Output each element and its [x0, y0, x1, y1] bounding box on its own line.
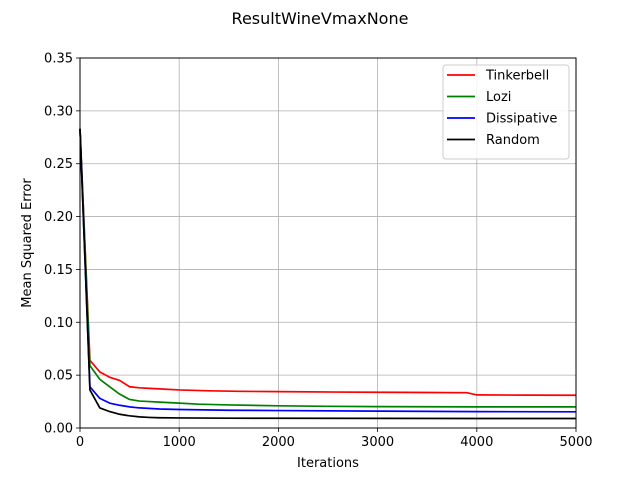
- x-tick-label: 1000: [163, 435, 196, 450]
- y-axis-label: Mean Squared Error: [20, 178, 35, 308]
- x-tick-label: 0: [76, 435, 84, 450]
- legend-label: Tinkerbell: [485, 69, 549, 84]
- y-tick-label: 0.25: [44, 157, 73, 172]
- series-line-random: [79, 128, 576, 420]
- legend-label: Dissipative: [486, 112, 557, 127]
- x-axis: 0 1000 2000 3000 4000 5000: [76, 428, 593, 450]
- y-tick-label: 0.35: [44, 52, 73, 67]
- y-tick-label: 0.00: [44, 422, 73, 437]
- x-tick-label: 5000: [559, 435, 592, 450]
- y-axis: 0.00 0.05 0.10 0.15 0.20 0.25 0.30 0.35: [44, 52, 80, 437]
- legend-label: Random: [486, 133, 540, 148]
- x-tick-label: 3000: [361, 435, 394, 450]
- series-lines: [79, 128, 577, 420]
- y-tick-label: 0.30: [44, 104, 73, 119]
- y-tick-label: 0.15: [44, 263, 73, 278]
- y-tick-label: 0.10: [44, 316, 73, 331]
- plot-frame: [79, 57, 577, 429]
- legend-label: Lozi: [486, 90, 511, 105]
- y-tick-label: 0.05: [44, 369, 73, 384]
- x-tick-label: 2000: [262, 435, 295, 450]
- chart-title: ResultWineVmaxNone: [232, 9, 409, 28]
- x-tick-label: 4000: [460, 435, 493, 450]
- series-line-dissipative: [79, 128, 577, 413]
- legend: Tinkerbell Lozi Dissipative Random: [442, 64, 570, 160]
- legend-box: [442, 64, 570, 160]
- y-tick-label: 0.20: [44, 210, 73, 225]
- series-line-tinkerbell: [79, 128, 577, 397]
- series-line-lozi: [79, 128, 576, 408]
- x-axis-label: Iterations: [297, 456, 359, 471]
